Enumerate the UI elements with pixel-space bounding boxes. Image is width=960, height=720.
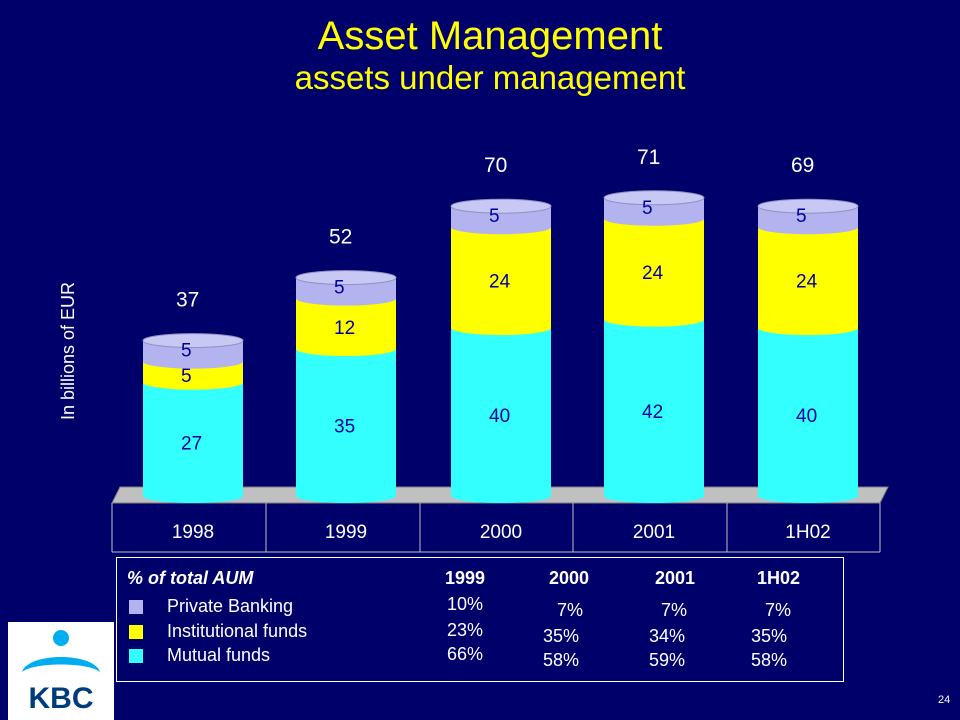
bar-segment-private <box>143 340 243 369</box>
kbc-logo-arc <box>22 657 100 672</box>
page-number: 24 <box>938 694 951 706</box>
segment-value-label-institutional: 5 <box>181 366 192 387</box>
x-tick-label: 2001 <box>633 522 675 543</box>
table-cell: 58% <box>543 650 580 670</box>
bar-total-label: 70 <box>484 154 507 177</box>
x-tick-label: 1998 <box>172 522 214 543</box>
bar-total-label: 71 <box>637 146 660 169</box>
segment-value-label-private: 5 <box>642 198 653 219</box>
bar-segment-mutual <box>143 382 243 503</box>
bar-segment-private <box>451 206 551 235</box>
bar-top-cap <box>603 190 705 206</box>
table-cell: 59% <box>649 650 686 670</box>
table-cell: 35% <box>543 626 580 646</box>
x-tick-label: 1999 <box>325 522 367 543</box>
segment-value-label-institutional: 12 <box>334 318 355 339</box>
table-cell: 7% <box>765 600 792 620</box>
table-column-header: 2000 <box>549 568 590 588</box>
segment-value-label-mutual: 40 <box>796 406 817 427</box>
bar-segment-institutional <box>604 218 704 327</box>
private-banking-swatch <box>129 600 143 614</box>
x-tick-label: 2000 <box>480 522 522 543</box>
kbc-logo: KBC <box>8 622 114 720</box>
table-cell: 7% <box>557 600 584 620</box>
bar-segment-institutional <box>451 227 551 335</box>
kbc-logo-dot <box>53 630 69 646</box>
bar-segment-private <box>604 197 704 226</box>
row-label-institutional-funds: Institutional funds <box>167 621 308 641</box>
segment-value-label-mutual: 27 <box>181 433 202 454</box>
bar-segment-institutional <box>143 361 243 390</box>
segment-value-label-institutional: 24 <box>642 263 664 284</box>
segment-value-label-private: 5 <box>489 206 500 227</box>
bar-segment-mutual <box>604 319 704 503</box>
bar-segment-private <box>296 277 396 306</box>
aum-percentage-table: % of total AUM 1999 2000 2001 1H02 Priva… <box>116 557 844 682</box>
stacked-bar-chart: 27 5 37 1998 35 12 52 1999 40 24 70 2000 42 24 71 2001 4… <box>111 146 889 553</box>
bar-top-cap <box>757 198 859 214</box>
table-cell: 66% <box>447 644 484 664</box>
segment-value-label-mutual: 35 <box>334 417 355 438</box>
bar-segment-institutional <box>758 227 858 335</box>
bar-segment-mutual <box>451 328 551 503</box>
bar-total-label: 37 <box>176 289 199 312</box>
table-column-header: 1999 <box>445 568 486 588</box>
bar-segment-institutional <box>296 298 396 356</box>
segment-value-label-institutional: 24 <box>489 272 511 293</box>
segment-value-label-mutual: 42 <box>642 402 663 423</box>
table-cell: 7% <box>661 600 688 620</box>
bar-top-cap <box>295 270 397 286</box>
slide-subtitle: assets under management <box>294 59 686 96</box>
table-column-header: 1H02 <box>757 568 801 588</box>
table-cell: 23% <box>447 620 484 640</box>
institutional-funds-swatch <box>129 625 143 639</box>
bar-top-cap <box>142 333 244 349</box>
bar-top-cap <box>450 198 552 214</box>
table-cell: 35% <box>751 626 788 646</box>
table-column-header: 2001 <box>655 568 696 588</box>
bar-segment-private <box>758 206 858 235</box>
segment-value-label-private: 5 <box>334 278 345 299</box>
bar-total-label: 52 <box>329 226 352 249</box>
table-cell: 34% <box>649 626 686 646</box>
bar-total-label: 69 <box>791 154 814 177</box>
kbc-logo-text: KBC <box>29 682 94 715</box>
bar-segment-mutual <box>758 328 858 503</box>
segment-value-label-private: 5 <box>181 341 192 362</box>
table-header: % of total AUM <box>127 568 254 588</box>
bar-segment-mutual <box>296 349 396 503</box>
mutual-funds-swatch <box>129 649 143 663</box>
segment-value-label-mutual: 40 <box>489 406 510 427</box>
x-tick-label: 1H02 <box>785 522 830 543</box>
table-cell: 10% <box>447 594 484 614</box>
title-block: Asset Management assets under management <box>0 14 960 98</box>
table-cell: 58% <box>751 650 788 670</box>
segment-value-label-private: 5 <box>796 206 807 227</box>
segment-value-label-institutional: 24 <box>796 272 818 293</box>
slide-title: Asset Management <box>317 14 663 58</box>
row-label-mutual-funds: Mutual funds <box>167 645 271 665</box>
row-label-private-banking: Private Banking <box>167 596 294 616</box>
